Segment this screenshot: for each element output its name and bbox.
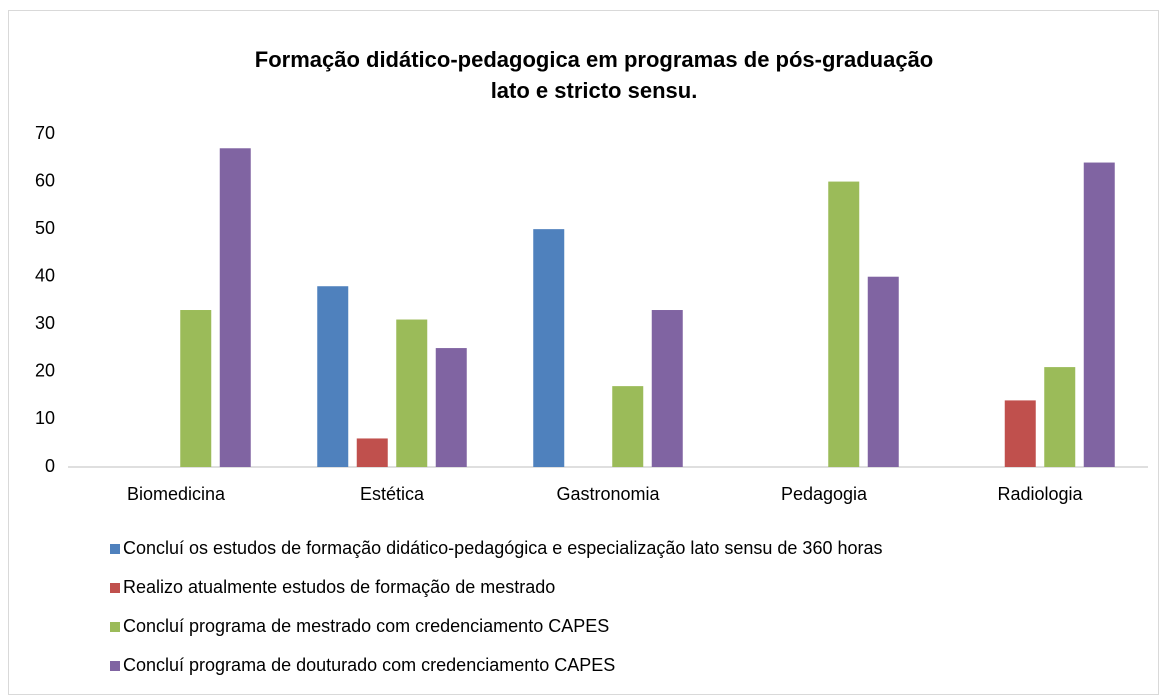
x-tick-label: Biomedicina <box>127 484 226 504</box>
legend-swatch <box>110 583 120 593</box>
y-tick-label: 0 <box>45 456 55 476</box>
y-tick-label: 10 <box>35 408 55 428</box>
y-tick-label: 50 <box>35 218 55 238</box>
legend-swatch <box>110 622 120 632</box>
legend-label: Realizo atualmente estudos de formação d… <box>123 577 555 597</box>
x-tick-label: Estética <box>360 484 425 504</box>
bar <box>612 386 644 467</box>
x-tick-label: Pedagogia <box>781 484 868 504</box>
y-tick-label: 40 <box>35 265 55 285</box>
y-tick-label: 70 <box>35 123 55 143</box>
legend-swatch <box>110 661 120 671</box>
legend-swatch <box>110 544 120 554</box>
bar <box>180 310 212 467</box>
bar <box>533 229 565 467</box>
bar <box>396 319 428 467</box>
bar <box>435 348 467 467</box>
legend-label: Concluí os estudos de formação didático-… <box>123 538 883 558</box>
bar <box>356 438 388 467</box>
chart-title: Formação didático-pedagogica em programa… <box>255 47 934 72</box>
bar <box>828 181 860 468</box>
y-tick-label: 30 <box>35 313 55 333</box>
y-tick-label: 20 <box>35 361 55 381</box>
y-tick-label: 60 <box>35 170 55 190</box>
x-tick-label: Gastronomia <box>556 484 660 504</box>
bar <box>651 310 683 467</box>
bar <box>317 286 349 467</box>
legend-label: Concluí programa de douturado com creden… <box>123 655 615 675</box>
bar <box>867 276 899 467</box>
bar <box>219 148 251 467</box>
bar <box>1083 162 1115 468</box>
legend-label: Concluí programa de mestrado com credenc… <box>123 616 609 636</box>
bar <box>1004 400 1036 467</box>
bar <box>1044 367 1076 467</box>
x-tick-label: Radiologia <box>997 484 1083 504</box>
chart-title: lato e stricto sensu. <box>491 78 698 103</box>
